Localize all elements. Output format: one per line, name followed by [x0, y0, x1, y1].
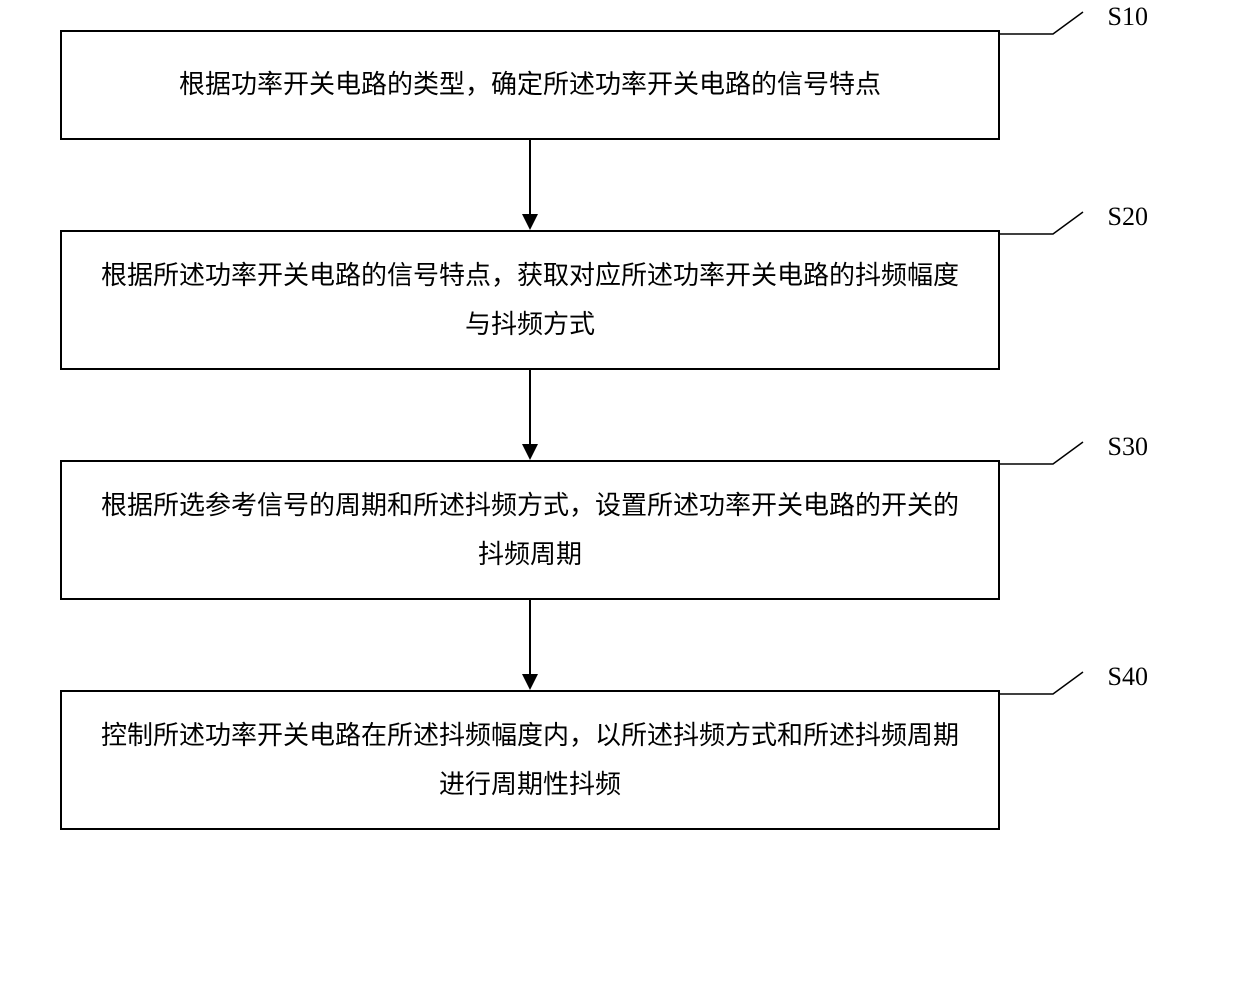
step-text-s30: 根据所选参考信号的周期和所述抖频方式，设置所述功率开关电路的开关的抖频周期 — [92, 481, 968, 580]
label-connector-s30 — [998, 440, 1093, 468]
step-label-s40: S40 — [1108, 662, 1148, 692]
step-text-s10: 根据功率开关电路的类型，确定所述功率开关电路的信号特点 — [179, 60, 881, 109]
step-box-s20: S20 根据所述功率开关电路的信号特点，获取对应所述功率开关电路的抖频幅度与抖频… — [60, 230, 1000, 370]
arrow-s30-s40 — [60, 600, 1000, 690]
label-connector-s40 — [998, 670, 1093, 698]
label-connector-s10 — [998, 10, 1093, 38]
step-box-s30: S30 根据所选参考信号的周期和所述抖频方式，设置所述功率开关电路的开关的抖频周… — [60, 460, 1000, 600]
step-box-s10: S10 根据功率开关电路的类型，确定所述功率开关电路的信号特点 — [60, 30, 1000, 140]
label-connector-s20 — [998, 210, 1093, 238]
step-label-s20: S20 — [1108, 202, 1148, 232]
arrow-s20-s30 — [60, 370, 1000, 460]
arrow-s10-s20 — [60, 140, 1000, 230]
step-label-s10: S10 — [1108, 2, 1148, 32]
step-label-s30: S30 — [1108, 432, 1148, 462]
step-box-s40: S40 控制所述功率开关电路在所述抖频幅度内，以所述抖频方式和所述抖频周期进行周… — [60, 690, 1000, 830]
step-text-s20: 根据所述功率开关电路的信号特点，获取对应所述功率开关电路的抖频幅度与抖频方式 — [92, 251, 968, 350]
flowchart-container: S10 根据功率开关电路的类型，确定所述功率开关电路的信号特点 S20 根据所述… — [60, 30, 1180, 830]
step-text-s40: 控制所述功率开关电路在所述抖频幅度内，以所述抖频方式和所述抖频周期进行周期性抖频 — [92, 711, 968, 810]
